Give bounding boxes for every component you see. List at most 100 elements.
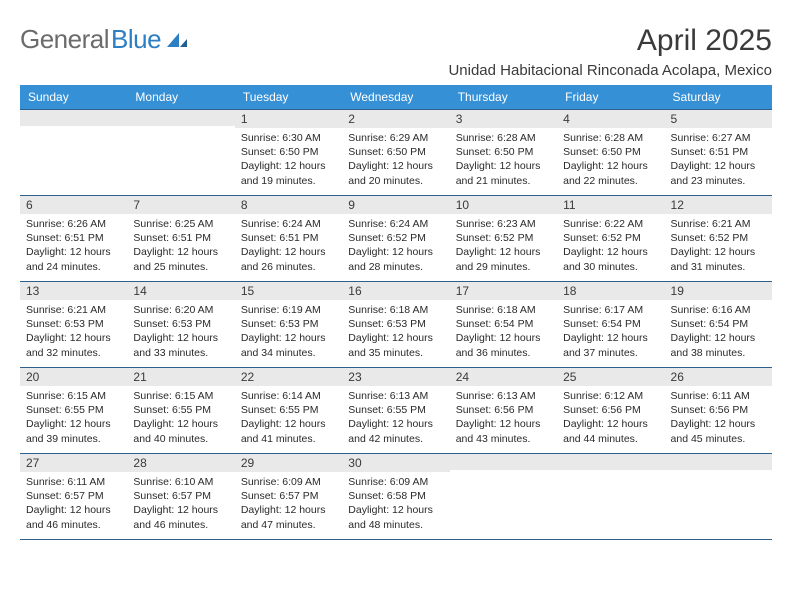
day-number — [20, 110, 127, 126]
day-number: 17 — [450, 282, 557, 300]
week-row: 20Sunrise: 6:15 AMSunset: 6:55 PMDayligh… — [20, 368, 772, 454]
daylight-text: Daylight: 12 hours and 33 minutes. — [133, 331, 228, 359]
sunset-text: Sunset: 6:50 PM — [241, 145, 336, 159]
day-cell: 21Sunrise: 6:15 AMSunset: 6:55 PMDayligh… — [127, 368, 234, 454]
day-body: Sunrise: 6:21 AMSunset: 6:53 PMDaylight:… — [20, 300, 127, 364]
sunset-text: Sunset: 6:57 PM — [133, 489, 228, 503]
week-row: 27Sunrise: 6:11 AMSunset: 6:57 PMDayligh… — [20, 454, 772, 540]
day-cell: 2Sunrise: 6:29 AMSunset: 6:50 PMDaylight… — [342, 110, 449, 196]
daylight-text: Daylight: 12 hours and 43 minutes. — [456, 417, 551, 445]
sunset-text: Sunset: 6:57 PM — [26, 489, 121, 503]
sunrise-text: Sunrise: 6:11 AM — [26, 475, 121, 489]
calendar-page: GeneralBlue April 2025 Unidad Habitacion… — [0, 0, 792, 550]
day-number: 14 — [127, 282, 234, 300]
day-cell: 25Sunrise: 6:12 AMSunset: 6:56 PMDayligh… — [557, 368, 664, 454]
sunrise-text: Sunrise: 6:09 AM — [348, 475, 443, 489]
month-title: April 2025 — [448, 24, 772, 58]
daylight-text: Daylight: 12 hours and 20 minutes. — [348, 159, 443, 187]
day-body: Sunrise: 6:28 AMSunset: 6:50 PMDaylight:… — [557, 128, 664, 192]
sunset-text: Sunset: 6:53 PM — [26, 317, 121, 331]
sunrise-text: Sunrise: 6:15 AM — [133, 389, 228, 403]
daylight-text: Daylight: 12 hours and 28 minutes. — [348, 245, 443, 273]
sunset-text: Sunset: 6:52 PM — [563, 231, 658, 245]
day-number: 5 — [665, 110, 772, 128]
day-body: Sunrise: 6:30 AMSunset: 6:50 PMDaylight:… — [235, 128, 342, 192]
sunset-text: Sunset: 6:51 PM — [671, 145, 766, 159]
page-header: GeneralBlue April 2025 Unidad Habitacion… — [20, 24, 772, 79]
day-cell: 15Sunrise: 6:19 AMSunset: 6:53 PMDayligh… — [235, 282, 342, 368]
day-number: 26 — [665, 368, 772, 386]
sunset-text: Sunset: 6:52 PM — [671, 231, 766, 245]
day-body: Sunrise: 6:25 AMSunset: 6:51 PMDaylight:… — [127, 214, 234, 278]
day-body: Sunrise: 6:27 AMSunset: 6:51 PMDaylight:… — [665, 128, 772, 192]
day-body: Sunrise: 6:11 AMSunset: 6:57 PMDaylight:… — [20, 472, 127, 536]
day-body: Sunrise: 6:20 AMSunset: 6:53 PMDaylight:… — [127, 300, 234, 364]
location-subtitle: Unidad Habitacional Rinconada Acolapa, M… — [448, 62, 772, 79]
day-cell: 1Sunrise: 6:30 AMSunset: 6:50 PMDaylight… — [235, 110, 342, 196]
day-body: Sunrise: 6:21 AMSunset: 6:52 PMDaylight:… — [665, 214, 772, 278]
day-number: 7 — [127, 196, 234, 214]
dow-sunday: Sunday — [20, 85, 127, 110]
brand-sail-icon — [165, 31, 189, 49]
sunset-text: Sunset: 6:57 PM — [241, 489, 336, 503]
calendar-table: Sunday Monday Tuesday Wednesday Thursday… — [20, 85, 772, 540]
sunrise-text: Sunrise: 6:24 AM — [241, 217, 336, 231]
daylight-text: Daylight: 12 hours and 37 minutes. — [563, 331, 658, 359]
day-cell — [665, 454, 772, 540]
sunset-text: Sunset: 6:50 PM — [456, 145, 551, 159]
daylight-text: Daylight: 12 hours and 23 minutes. — [671, 159, 766, 187]
sunrise-text: Sunrise: 6:26 AM — [26, 217, 121, 231]
day-number — [557, 454, 664, 470]
day-number: 10 — [450, 196, 557, 214]
day-number: 12 — [665, 196, 772, 214]
day-body: Sunrise: 6:15 AMSunset: 6:55 PMDaylight:… — [20, 386, 127, 450]
day-number: 3 — [450, 110, 557, 128]
day-number — [127, 110, 234, 126]
daylight-text: Daylight: 12 hours and 42 minutes. — [348, 417, 443, 445]
day-body: Sunrise: 6:09 AMSunset: 6:57 PMDaylight:… — [235, 472, 342, 536]
week-row: 13Sunrise: 6:21 AMSunset: 6:53 PMDayligh… — [20, 282, 772, 368]
day-number — [665, 454, 772, 470]
sunrise-text: Sunrise: 6:13 AM — [456, 389, 551, 403]
day-body: Sunrise: 6:19 AMSunset: 6:53 PMDaylight:… — [235, 300, 342, 364]
sunset-text: Sunset: 6:50 PM — [563, 145, 658, 159]
daylight-text: Daylight: 12 hours and 26 minutes. — [241, 245, 336, 273]
daylight-text: Daylight: 12 hours and 24 minutes. — [26, 245, 121, 273]
day-body: Sunrise: 6:10 AMSunset: 6:57 PMDaylight:… — [127, 472, 234, 536]
daylight-text: Daylight: 12 hours and 34 minutes. — [241, 331, 336, 359]
sunset-text: Sunset: 6:52 PM — [348, 231, 443, 245]
daylight-text: Daylight: 12 hours and 47 minutes. — [241, 503, 336, 531]
sunrise-text: Sunrise: 6:23 AM — [456, 217, 551, 231]
day-cell: 12Sunrise: 6:21 AMSunset: 6:52 PMDayligh… — [665, 196, 772, 282]
day-number — [450, 454, 557, 470]
day-cell — [20, 110, 127, 196]
daylight-text: Daylight: 12 hours and 30 minutes. — [563, 245, 658, 273]
day-number: 2 — [342, 110, 449, 128]
day-number: 20 — [20, 368, 127, 386]
day-number: 28 — [127, 454, 234, 472]
sunset-text: Sunset: 6:51 PM — [133, 231, 228, 245]
day-number: 16 — [342, 282, 449, 300]
day-number: 25 — [557, 368, 664, 386]
sunset-text: Sunset: 6:53 PM — [133, 317, 228, 331]
week-row: 1Sunrise: 6:30 AMSunset: 6:50 PMDaylight… — [20, 110, 772, 196]
dow-saturday: Saturday — [665, 85, 772, 110]
day-cell: 10Sunrise: 6:23 AMSunset: 6:52 PMDayligh… — [450, 196, 557, 282]
sunset-text: Sunset: 6:55 PM — [348, 403, 443, 417]
daylight-text: Daylight: 12 hours and 38 minutes. — [671, 331, 766, 359]
calendar-body: 1Sunrise: 6:30 AMSunset: 6:50 PMDaylight… — [20, 110, 772, 540]
daylight-text: Daylight: 12 hours and 41 minutes. — [241, 417, 336, 445]
sunset-text: Sunset: 6:56 PM — [671, 403, 766, 417]
sunset-text: Sunset: 6:56 PM — [563, 403, 658, 417]
daylight-text: Daylight: 12 hours and 40 minutes. — [133, 417, 228, 445]
day-body: Sunrise: 6:29 AMSunset: 6:50 PMDaylight:… — [342, 128, 449, 192]
sunrise-text: Sunrise: 6:28 AM — [456, 131, 551, 145]
sunrise-text: Sunrise: 6:15 AM — [26, 389, 121, 403]
sunset-text: Sunset: 6:51 PM — [26, 231, 121, 245]
day-cell: 30Sunrise: 6:09 AMSunset: 6:58 PMDayligh… — [342, 454, 449, 540]
daylight-text: Daylight: 12 hours and 44 minutes. — [563, 417, 658, 445]
day-body: Sunrise: 6:13 AMSunset: 6:55 PMDaylight:… — [342, 386, 449, 450]
sunrise-text: Sunrise: 6:17 AM — [563, 303, 658, 317]
day-number: 30 — [342, 454, 449, 472]
day-number: 22 — [235, 368, 342, 386]
